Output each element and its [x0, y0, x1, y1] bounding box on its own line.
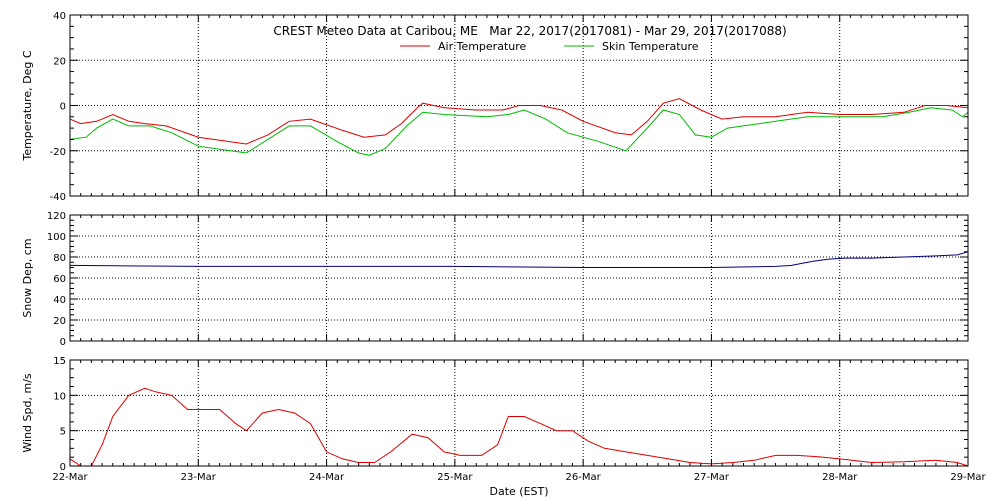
series-line-temperature-skin-temperature — [69, 107, 969, 156]
x-tick-label: 24-Mar — [309, 472, 345, 483]
chart-title: CREST Meteo Data at Caribou, ME Mar 22, … — [273, 24, 786, 38]
x-tick-label: 29-Mar — [950, 472, 986, 483]
x-tick-label: 25-Mar — [437, 472, 473, 483]
x-tick-label: 28-Mar — [822, 472, 858, 483]
y-tick-label: 15 — [53, 356, 66, 367]
y-axis-label-wind: Wind Spd, m/s — [21, 373, 34, 453]
y-tick-label: 40 — [53, 11, 66, 22]
x-axis-label: Date (EST) — [489, 485, 548, 498]
x-tick-label: 22-Mar — [52, 472, 88, 483]
y-tick-label: 20 — [53, 316, 66, 327]
x-tick-label: 27-Mar — [694, 472, 730, 483]
y-tick-label: 60 — [53, 274, 66, 285]
y-tick-label: 80 — [53, 253, 66, 264]
y-tick-label: 40 — [53, 295, 66, 306]
legend: Air Temperature Skin Temperature — [400, 40, 699, 53]
legend-label: Air Temperature — [438, 40, 527, 53]
x-tick-label: 23-Mar — [181, 472, 217, 483]
grid-layer — [70, 15, 968, 466]
series-line-wind — [69, 387, 969, 467]
y-axis-label-snow: Snow Dep, cm — [21, 238, 34, 317]
x-tick-label: 26-Mar — [566, 472, 602, 483]
y-tick-label: 0 — [60, 337, 66, 348]
y-tick-label: 10 — [53, 391, 66, 402]
series-layer — [69, 98, 969, 467]
series-line-temperature-air-temperature — [69, 98, 969, 145]
y-tick-label: -20 — [50, 147, 66, 158]
y-tick-label: 20 — [53, 56, 66, 67]
y-tick-label: 0 — [60, 102, 66, 113]
frame-layer — [69, 14, 969, 467]
y-tick-label: 5 — [60, 427, 66, 438]
y-axis-label-temperature: Temperature, Deg C — [21, 50, 34, 161]
y-tick-label: -40 — [50, 192, 66, 203]
series-line-snow — [69, 251, 969, 268]
y-tick-label: 0 — [60, 462, 66, 473]
legend-label: Skin Temperature — [602, 40, 699, 53]
panel-frame — [69, 214, 969, 342]
y-tick-label: 100 — [47, 232, 66, 243]
text-layer: CREST Meteo Data at Caribou, ME Mar 22, … — [21, 11, 986, 498]
y-tick-label: 120 — [47, 211, 66, 222]
panel-frame — [69, 359, 969, 467]
